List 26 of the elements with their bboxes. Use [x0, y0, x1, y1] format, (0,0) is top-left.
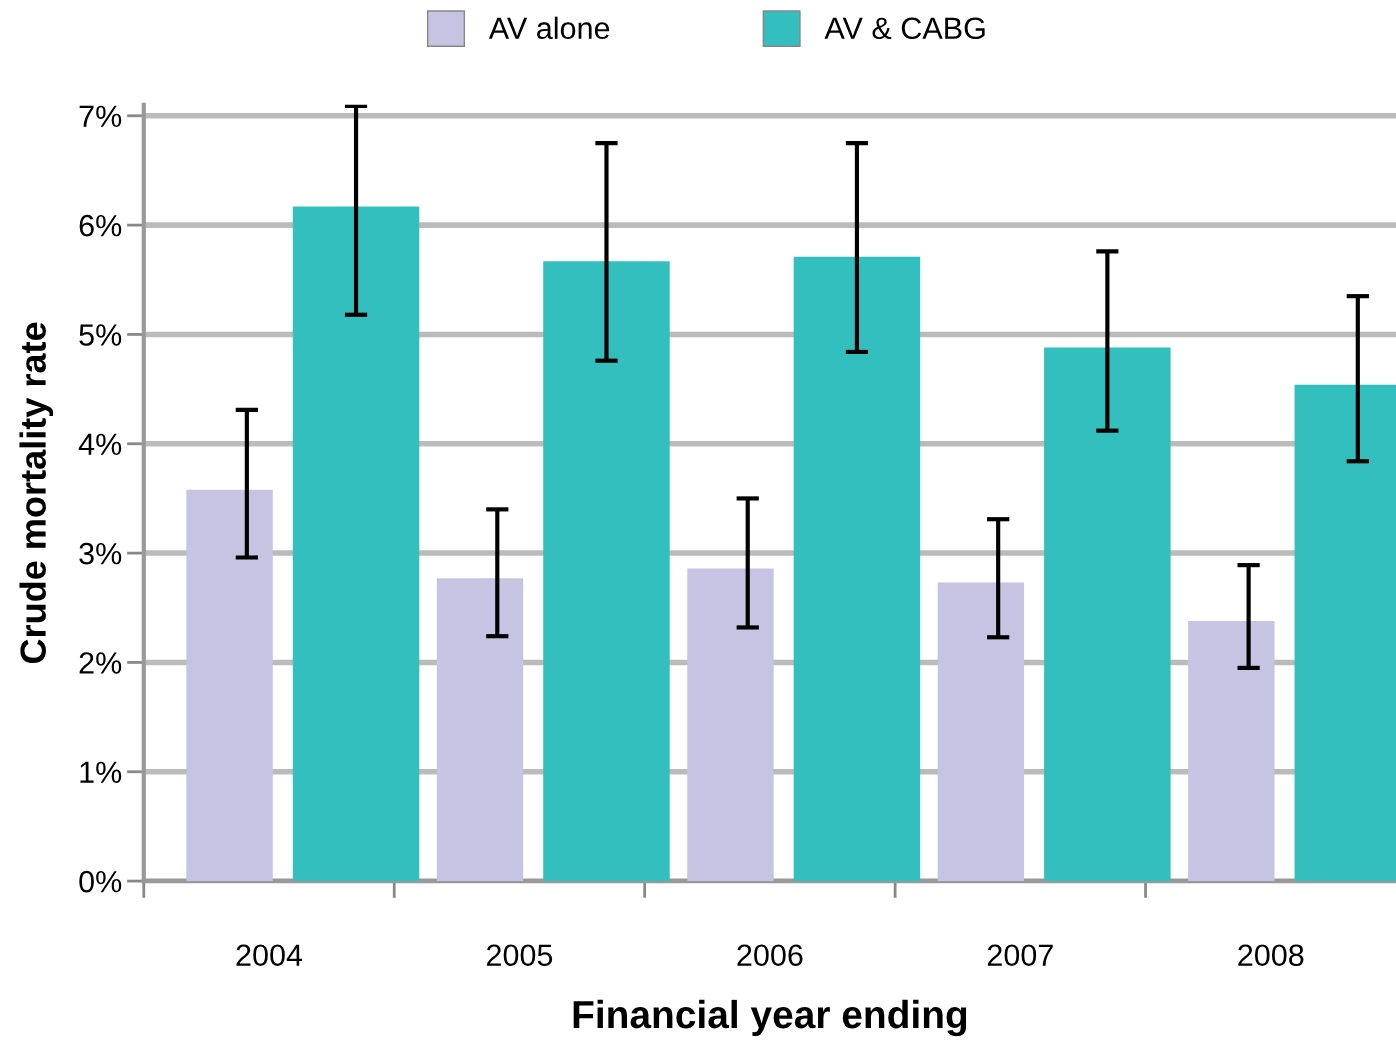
bar [1188, 620, 1275, 882]
bar [1044, 347, 1171, 882]
bar [436, 578, 524, 882]
bar [687, 568, 774, 882]
y-tick-label: 6% [79, 214, 122, 237]
bar [543, 261, 670, 882]
x-tick-label: 2008 [1238, 944, 1304, 967]
y-tick-label: 5% [79, 324, 122, 346]
legend-label: AV alone [488, 16, 610, 40]
bar [186, 489, 273, 882]
x-tick-label: 2005 [487, 944, 553, 967]
y-tick-label: 0% [79, 870, 122, 893]
y-axis-title: Crude mortality rate [19, 322, 54, 664]
bar [937, 582, 1025, 882]
x-tick-label: 2004 [236, 944, 303, 967]
x-tick-label: 2006 [737, 944, 803, 967]
y-tick-label: 2% [79, 652, 122, 674]
y-tick-label: 3% [79, 542, 122, 565]
y-tick-label: 4% [78, 433, 122, 456]
bar [292, 206, 420, 882]
y-tick-label: 1% [80, 761, 122, 784]
bar [793, 256, 921, 882]
y-tick-label: 7% [79, 105, 122, 128]
legend-label: AV & CABG [824, 17, 985, 40]
x-tick-label: 2007 [987, 944, 1053, 967]
x-axis-title: Financial year ending [573, 999, 967, 1037]
